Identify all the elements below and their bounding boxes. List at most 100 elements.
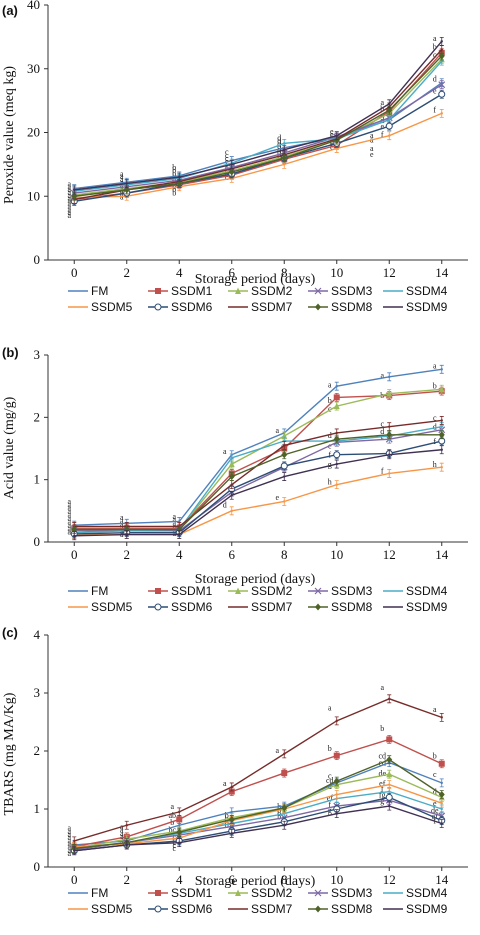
legend-marker — [315, 303, 321, 311]
significance-letter: h — [433, 460, 437, 469]
significance-letter: a — [67, 211, 71, 220]
legend-item-ssdm7: SSDM7 — [228, 300, 293, 314]
significance-letter: a — [120, 832, 124, 841]
x-tick-label: 2 — [124, 547, 131, 562]
significance-letter: a — [120, 172, 124, 181]
significance-letter: d — [277, 142, 281, 151]
legend-item-fm: FM — [68, 886, 108, 900]
significance-letter: b — [172, 169, 176, 178]
significance-letter: a — [120, 520, 124, 529]
legend-item-ssdm7: SSDM7 — [228, 902, 293, 916]
significance-letter: b — [172, 166, 176, 175]
significance-letter: d — [277, 139, 281, 148]
data-point — [281, 451, 288, 459]
y-axis-label: TBARS (mg MA/Kg) — [2, 692, 17, 815]
series-line — [74, 60, 443, 192]
data-point — [440, 59, 443, 63]
significance-letter: b — [225, 821, 229, 830]
data-point — [438, 791, 445, 798]
data-point — [73, 849, 76, 852]
series-line — [74, 40, 443, 191]
legend-item-ssdm6: SSDM6 — [148, 902, 213, 916]
significance-letter: a — [120, 516, 124, 525]
legend-item-ssdm1: SSDM1 — [148, 584, 213, 598]
series-line — [74, 55, 443, 197]
data-point — [440, 419, 443, 422]
significance-letter: a — [67, 205, 71, 214]
significance-letter: b — [172, 188, 176, 197]
data-point — [283, 475, 286, 478]
data-point — [335, 431, 338, 435]
panel-a: (a) aaaaaaaaaaaaaaaaaaaaabbbbbbbbbcccccc… — [2, 0, 468, 314]
data-point — [73, 188, 76, 192]
significance-letter: a — [67, 194, 71, 203]
legend-item-ssdm9: SSDM9 — [383, 902, 448, 916]
significance-letter: a — [67, 191, 71, 200]
series-line — [74, 112, 443, 199]
data-point — [333, 136, 340, 144]
legend-item-ssdm6: SSDM6 — [148, 300, 213, 314]
data-point — [388, 783, 391, 786]
series-ssdm9 — [72, 801, 444, 856]
legend-marker — [314, 587, 322, 595]
data-point — [440, 807, 443, 811]
significance-letter: d — [380, 427, 384, 436]
data-point — [335, 384, 338, 388]
x-tick-label: 14 — [435, 265, 449, 280]
data-point — [335, 134, 338, 137]
data-point — [123, 526, 130, 534]
data-point — [388, 375, 391, 379]
significance-letter: a — [67, 521, 71, 530]
legend-label: SSDM4 — [406, 886, 448, 900]
data-point — [230, 456, 233, 460]
significance-letter: a — [67, 524, 71, 533]
significance-letter: c — [433, 770, 437, 779]
data-point — [440, 716, 443, 719]
data-point — [178, 824, 181, 827]
legend-label: SSDM8 — [331, 600, 373, 614]
y-tick-label: 3 — [34, 685, 41, 700]
data-point — [388, 790, 391, 793]
series-line — [74, 93, 443, 203]
legend-marker — [235, 889, 241, 896]
significance-letter: f — [433, 106, 436, 115]
significance-letter: a — [67, 528, 71, 537]
significance-letter: a — [67, 180, 71, 189]
significance-letter: c — [172, 841, 176, 850]
data-point — [388, 453, 391, 456]
x-tick-label: 12 — [383, 547, 396, 562]
series-line — [74, 449, 442, 537]
legend-item-ssdm2: SSDM2 — [228, 284, 293, 298]
data-point — [386, 770, 393, 778]
legend-item-ssdm8: SSDM8 — [308, 600, 373, 614]
legend-label: FM — [91, 284, 108, 298]
significance-letter: a — [328, 704, 332, 713]
data-point — [333, 402, 340, 410]
significance-letter: f — [328, 451, 331, 460]
significance-letter: f — [433, 437, 436, 446]
legend-label: SSDM5 — [91, 600, 133, 614]
significance-letter: c — [172, 844, 176, 853]
legend-label: FM — [91, 886, 108, 900]
legend-item-ssdm5: SSDM5 — [68, 300, 133, 314]
significance-letter: a — [67, 182, 71, 191]
data-point — [386, 431, 393, 439]
significance-letter: ab — [168, 811, 176, 820]
significance-letter: b — [172, 182, 176, 191]
data-point — [388, 425, 391, 428]
data-point — [388, 118, 391, 121]
series-line — [74, 783, 442, 848]
data-point — [438, 431, 445, 439]
data-point — [71, 526, 78, 534]
data-point — [440, 448, 443, 451]
significance-letter: a — [328, 380, 332, 389]
x-tick-label: 6 — [229, 265, 236, 280]
data-point — [178, 810, 181, 814]
y-tick-label: 2 — [34, 409, 41, 424]
x-tick-label: 10 — [330, 872, 343, 887]
data-point — [230, 810, 233, 814]
legend-label: SSDM7 — [251, 902, 293, 916]
series-line — [74, 440, 442, 535]
data-point — [125, 182, 128, 185]
significance-letter: d — [433, 74, 437, 83]
